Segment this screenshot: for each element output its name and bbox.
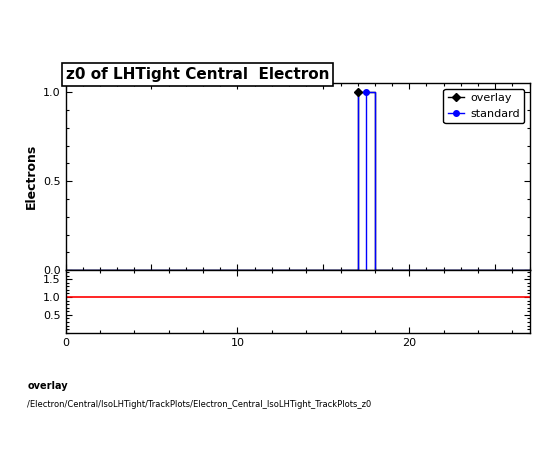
Text: /Electron/Central/IsoLHTight/TrackPlots/Electron_Central_IsoLHTight_TrackPlots_z: /Electron/Central/IsoLHTight/TrackPlots/… bbox=[27, 400, 371, 408]
Legend: overlay, standard: overlay, standard bbox=[443, 89, 524, 123]
Y-axis label: Electrons: Electrons bbox=[25, 144, 38, 209]
Text: overlay: overlay bbox=[27, 381, 68, 391]
Text: z0 of LHTight Central  Electron: z0 of LHTight Central Electron bbox=[66, 67, 329, 82]
